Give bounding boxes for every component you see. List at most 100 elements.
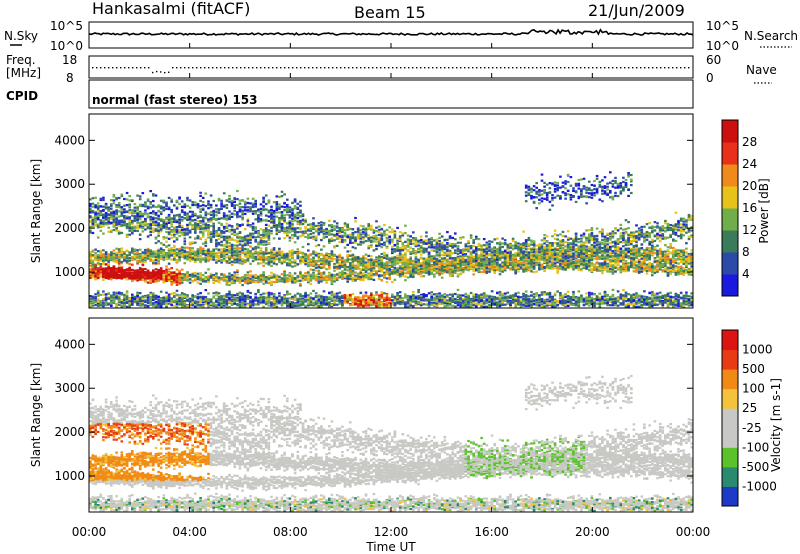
power-cell (149, 259, 152, 262)
power-cell (201, 223, 205, 226)
power-cell (199, 274, 202, 277)
power-cell (112, 272, 116, 275)
power-cell (91, 220, 95, 223)
power-cell (314, 292, 318, 295)
power-cell (322, 278, 326, 282)
power-cell (207, 251, 210, 254)
power-cell (238, 210, 242, 213)
power-cell (228, 257, 231, 260)
power-cell (204, 227, 208, 230)
power-cell (112, 225, 116, 228)
power-cell (312, 264, 315, 267)
freq-dot (476, 67, 478, 69)
power-cell (225, 246, 229, 249)
power-cell (94, 196, 97, 199)
power-cell (167, 252, 171, 255)
power-cell (110, 222, 113, 225)
freq-dot (644, 67, 646, 69)
power-cell (217, 297, 221, 300)
power-cell (241, 292, 244, 295)
power-cell (217, 208, 221, 211)
power-cell (312, 273, 315, 276)
power-cell (267, 299, 271, 302)
power-cell (146, 294, 150, 297)
power-cell (233, 198, 236, 201)
power-cell (309, 230, 313, 233)
power-cell (152, 303, 155, 306)
power-cell (201, 242, 205, 245)
power-cell (149, 303, 152, 306)
power-cell (173, 240, 176, 243)
power-cell (317, 222, 321, 225)
power-cell (293, 277, 297, 281)
power-cell (104, 272, 108, 275)
power-cell (96, 259, 100, 262)
power-cell (157, 224, 160, 227)
power-cell (222, 212, 226, 215)
power-cell (328, 306, 331, 309)
freq-dot (452, 67, 454, 69)
power-cell (199, 199, 202, 202)
power-cell (123, 215, 126, 218)
power-cell (280, 226, 284, 229)
power-cell (104, 274, 108, 277)
power-cell (259, 252, 263, 255)
power-cell (180, 246, 184, 249)
power-cell (246, 280, 250, 283)
freq-dot (364, 67, 366, 69)
power-cell (328, 240, 331, 243)
power-cell (278, 229, 281, 232)
power-cell (115, 220, 118, 223)
power-cell (188, 260, 192, 263)
power-cell (230, 280, 234, 283)
power-cell (254, 227, 257, 230)
power-cell (178, 280, 181, 283)
power-cell (146, 281, 150, 284)
power-cell (146, 254, 150, 257)
power-cell (228, 279, 231, 282)
power-cell (196, 225, 200, 228)
power-cell (91, 222, 95, 225)
freq-dot (620, 67, 622, 69)
power-cell (238, 202, 242, 205)
power-cell (125, 233, 129, 236)
power-cell (307, 298, 310, 301)
power-cell (314, 303, 318, 306)
power-cell (196, 216, 200, 219)
power-cell (243, 281, 247, 284)
power-cell (283, 230, 286, 233)
power-cell (272, 293, 276, 296)
power-cell (293, 264, 297, 268)
power-cell (238, 303, 242, 306)
power-cell (320, 272, 323, 275)
power-cell (149, 276, 152, 279)
power-cell (246, 240, 250, 243)
power-cell (230, 263, 234, 266)
power-cell (291, 278, 294, 281)
power-cell (262, 282, 265, 285)
freq-dot (192, 67, 194, 69)
power-cell (152, 276, 155, 280)
power-cell (186, 199, 189, 202)
power-cell (136, 274, 139, 277)
power-cell (251, 232, 255, 235)
freq-dot (240, 67, 242, 69)
power-cell (196, 304, 200, 307)
power-cell (314, 224, 318, 227)
power-cell (296, 275, 300, 278)
power-cell (165, 245, 168, 248)
power-cell (288, 209, 292, 212)
power-cell (238, 257, 242, 260)
power-cell (152, 255, 155, 258)
power-cell (194, 274, 197, 277)
power-cell (296, 279, 300, 283)
power-cell (178, 221, 181, 224)
power-cell (320, 277, 323, 280)
power-cell (96, 271, 100, 274)
power-cell (104, 298, 108, 301)
power-cell (94, 303, 97, 307)
power-cell (146, 270, 150, 274)
power-cell (112, 212, 116, 215)
power-cell (207, 227, 210, 230)
power-cell (293, 217, 297, 220)
